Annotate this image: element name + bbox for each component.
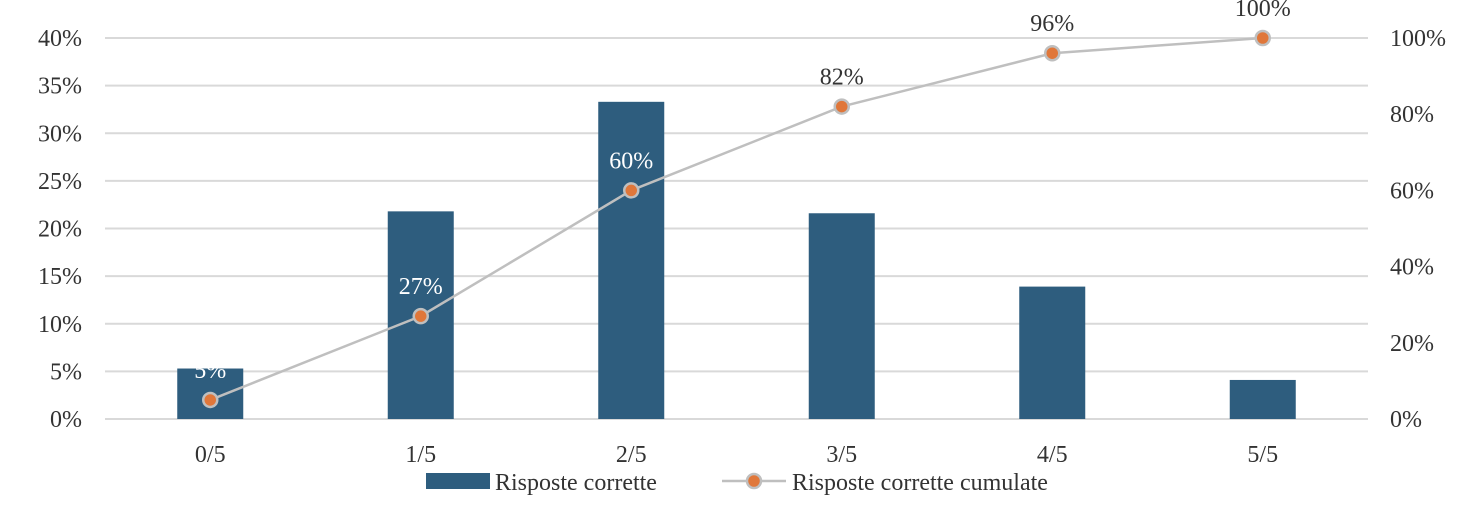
y-right-tick-label: 20% <box>1390 331 1434 357</box>
line-data-label: 5% <box>194 358 226 384</box>
y-left-tick-label: 35% <box>38 74 82 100</box>
y-left-tick-label: 25% <box>38 169 82 195</box>
bar <box>1229 379 1296 419</box>
y-left-tick-label: 0% <box>50 407 82 433</box>
y-left-tick-label: 20% <box>38 217 82 243</box>
legend: Risposte corrette Risposte corrette cumu… <box>426 470 1048 496</box>
line-data-label: 100% <box>1235 0 1291 22</box>
line-marker <box>1254 29 1271 47</box>
line-data-label: 60% <box>609 148 653 174</box>
gridlines <box>105 37 1368 420</box>
x-tick-label: 0/5 <box>195 442 226 468</box>
line-data-label: 82% <box>820 65 864 91</box>
line-data-label: 27% <box>399 274 443 300</box>
cumulative-line <box>209 36 1263 402</box>
line-marker <box>833 98 850 115</box>
y-left-tick-label: 40% <box>38 26 82 52</box>
x-tick-label: 2/5 <box>616 442 647 468</box>
bar <box>808 213 875 419</box>
y-right-tick-label: 80% <box>1390 102 1434 128</box>
legend-bar-label: Risposte corrette <box>495 470 657 496</box>
x-tick-label: 1/5 <box>405 442 436 468</box>
axes: 0% 5% 10% 15% 20% 25% 30% 35% 40% 0% 20% 40% 60% 80% 1… <box>38 26 1446 468</box>
y-right-tick-label: 100% <box>1390 26 1446 52</box>
x-tick-label: 5/5 <box>1247 442 1278 468</box>
bar <box>598 101 665 419</box>
x-tick-label: 3/5 <box>826 442 857 468</box>
legend-line-marker <box>745 472 763 490</box>
line-marker <box>1044 44 1061 62</box>
legend-line-label: Risposte corrette cumulate <box>792 470 1048 496</box>
bar <box>1019 286 1086 419</box>
y-left-tick-label: 30% <box>38 121 82 147</box>
line-marker <box>202 391 219 409</box>
y-right-tick-label: 0% <box>1390 407 1422 433</box>
x-tick-label: 4/5 <box>1037 442 1068 468</box>
line-marker <box>623 182 640 199</box>
y-left-tick-label: 5% <box>50 359 82 385</box>
line-marker <box>412 307 429 325</box>
y-left-tick-label: 15% <box>38 264 82 290</box>
y-right-tick-label: 40% <box>1390 255 1434 281</box>
legend-bar-swatch <box>426 473 490 489</box>
line-data-label: 96% <box>1030 11 1074 37</box>
line-series: 5% 27% 60% 82% 96% 100% <box>194 0 1291 409</box>
y-left-tick-label: 10% <box>38 312 82 338</box>
y-right-tick-label: 60% <box>1390 178 1434 204</box>
